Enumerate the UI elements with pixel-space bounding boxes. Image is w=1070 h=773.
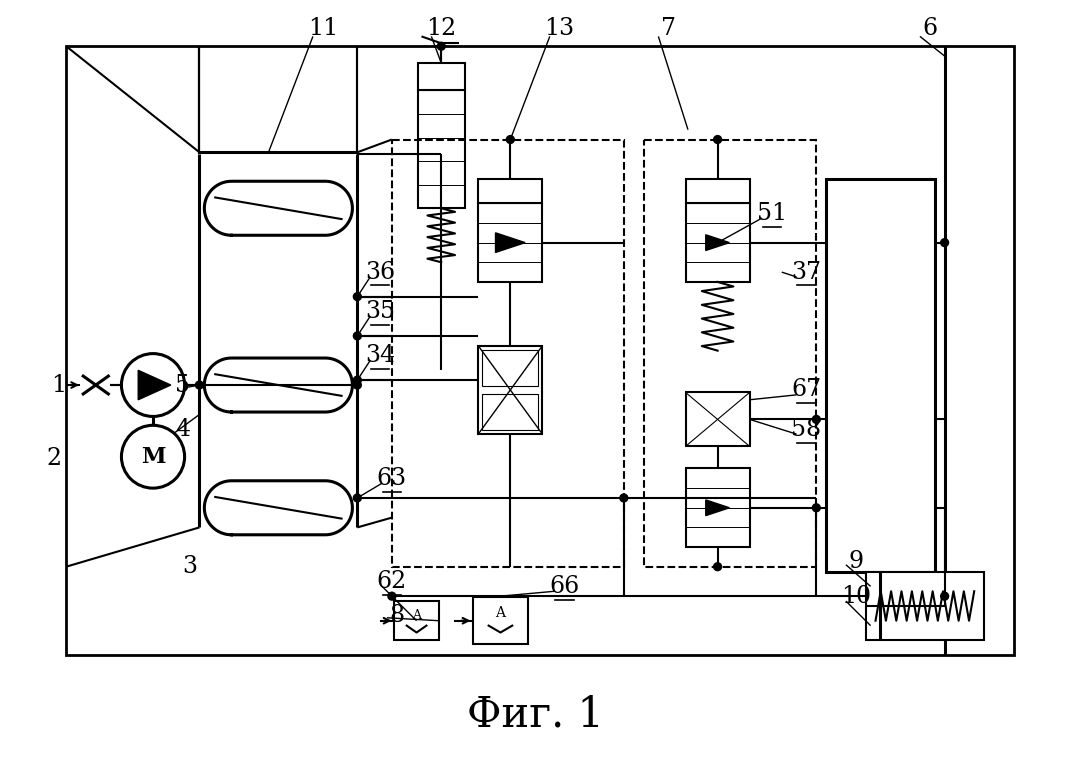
Bar (643, 139, 816, 567)
Circle shape (714, 563, 721, 570)
Circle shape (121, 425, 185, 488)
Text: 66: 66 (550, 575, 580, 598)
Text: Фиг. 1: Фиг. 1 (467, 693, 603, 735)
Circle shape (121, 353, 185, 417)
Polygon shape (706, 235, 730, 250)
Circle shape (941, 239, 949, 247)
Text: 8: 8 (389, 604, 404, 628)
Text: 36: 36 (365, 261, 395, 284)
Bar (866, 571, 984, 640)
Circle shape (714, 135, 721, 144)
Polygon shape (495, 233, 525, 253)
Bar (686, 468, 750, 547)
Text: 58: 58 (792, 417, 822, 441)
Bar (473, 598, 528, 644)
Bar (686, 393, 750, 446)
Text: 5: 5 (175, 373, 190, 397)
Text: 37: 37 (792, 261, 822, 284)
Bar (478, 203, 542, 282)
Text: 35: 35 (365, 300, 395, 323)
Bar (417, 90, 465, 208)
Text: 1: 1 (51, 373, 66, 397)
Circle shape (941, 592, 949, 600)
Text: 10: 10 (841, 584, 871, 608)
Text: 3: 3 (182, 555, 197, 578)
Circle shape (353, 332, 362, 340)
Bar (686, 203, 750, 282)
Text: 63: 63 (377, 467, 407, 490)
Bar (66, 46, 1013, 655)
Bar (826, 179, 935, 571)
Circle shape (812, 415, 821, 424)
Bar (392, 139, 624, 567)
Circle shape (353, 293, 362, 301)
Bar (395, 601, 439, 640)
Text: 6: 6 (922, 17, 937, 40)
Text: A: A (412, 609, 422, 622)
Circle shape (388, 592, 396, 600)
Text: 9: 9 (849, 550, 863, 574)
Text: 4: 4 (175, 417, 190, 441)
Bar (483, 394, 538, 431)
Text: 11: 11 (308, 17, 338, 40)
Text: 2: 2 (46, 447, 61, 470)
Bar (478, 179, 542, 203)
Bar (483, 349, 538, 386)
Bar (417, 63, 465, 90)
Text: A: A (495, 606, 505, 620)
Text: 34: 34 (365, 344, 395, 367)
Text: 7: 7 (661, 17, 676, 40)
Circle shape (620, 494, 628, 502)
Polygon shape (138, 370, 171, 400)
Circle shape (353, 376, 362, 384)
Text: 67: 67 (792, 379, 822, 401)
Circle shape (812, 504, 821, 512)
Text: 51: 51 (756, 202, 786, 225)
Text: 12: 12 (426, 17, 457, 40)
Circle shape (438, 43, 445, 50)
Bar (478, 346, 542, 434)
Polygon shape (706, 500, 730, 516)
Bar (686, 179, 750, 203)
Circle shape (353, 494, 362, 502)
Text: 13: 13 (545, 17, 575, 40)
Text: 62: 62 (377, 570, 407, 593)
Circle shape (353, 381, 362, 389)
Circle shape (506, 135, 515, 144)
Circle shape (196, 381, 203, 389)
Text: M: M (141, 446, 165, 468)
